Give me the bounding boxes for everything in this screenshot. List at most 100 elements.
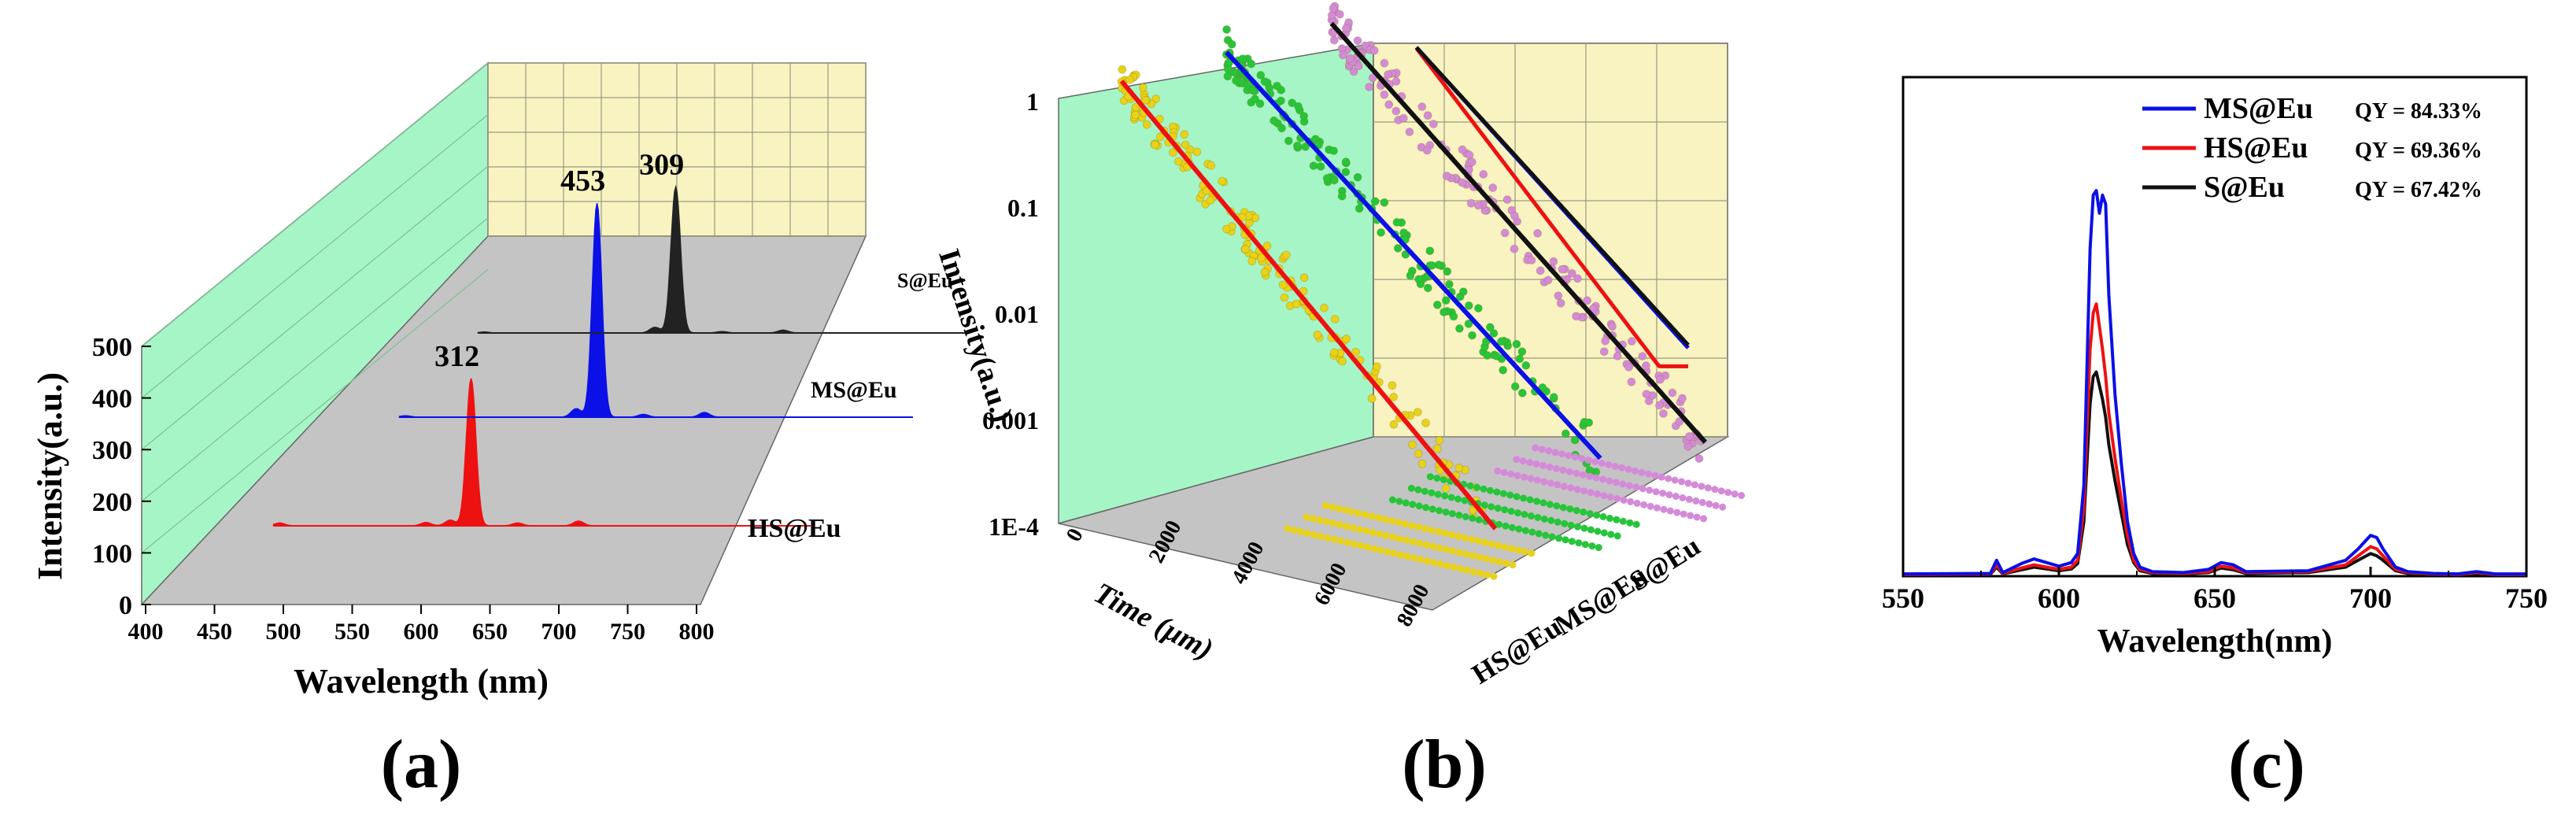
panel-b-y-ticks: 1E-4 0.001 0.01 0.1 1	[982, 87, 1039, 541]
scatter-point-S@Eu	[1380, 90, 1389, 99]
scatter-point-S@Eu	[1539, 461, 1547, 469]
scatter-point-HS@Eu	[1343, 538, 1351, 546]
scatter-point-HS@Eu	[1442, 545, 1450, 553]
scatter-point-MS@Eu	[1489, 329, 1499, 338]
scatter-point-MS@Eu	[1553, 502, 1561, 510]
scatter-point-MS@Eu	[1586, 510, 1594, 517]
panel-b-y-axis-title: Intensity(a.u.)	[932, 245, 1018, 426]
scatter-point-MS@Eu	[1502, 522, 1510, 530]
panel-b-x-axis-title: Time (μm)	[1088, 576, 1218, 666]
scatter-point-S@Eu	[1600, 492, 1608, 500]
wall-fit-curve-S@Eu	[1414, 46, 1690, 347]
scatter-point-S@Eu	[1613, 495, 1621, 502]
y-tick-label: 400	[92, 385, 132, 414]
scatter-point-HS@Eu	[1454, 464, 1464, 472]
scatter-point-S@Eu	[1458, 178, 1467, 187]
scatter-point-S@Eu	[1543, 275, 1553, 285]
scatter-point-HS@Eu	[1417, 459, 1427, 468]
scatter-point-S@Eu	[1738, 492, 1746, 499]
scatter-point-HS@Eu	[1282, 250, 1291, 260]
scatter-point-MS@Eu	[1341, 168, 1351, 177]
scatter-point-HS@Eu	[1338, 357, 1347, 366]
scatter-point-S@Eu	[1380, 58, 1389, 68]
scatter-point-S@Eu	[1591, 458, 1599, 465]
scatter-point-MS@Eu	[1414, 486, 1422, 494]
legend-name-S@Eu: S@Eu	[2204, 171, 2285, 204]
scatter-point-HS@Eu	[1324, 534, 1332, 542]
scatter-point-MS@Eu	[1593, 512, 1601, 519]
scatter-point-HS@Eu	[1206, 196, 1215, 205]
scatter-point-MS@Eu	[1423, 283, 1432, 293]
scatter-point-HS@Eu	[1356, 526, 1364, 534]
peak-label-S@Eu: 309	[639, 149, 684, 182]
scatter-point-S@Eu	[1695, 454, 1704, 463]
scatter-point-MS@Eu	[1566, 505, 1574, 513]
x-tick-label: 400	[128, 619, 164, 645]
scatter-point-HS@Eu	[1469, 552, 1476, 560]
scatter-point-MS@Eu	[1547, 516, 1555, 524]
scatter-point-S@Eu	[1673, 508, 1681, 516]
x-tick-label: 650	[2193, 582, 2236, 614]
x-tick-label: 800	[679, 619, 715, 645]
scatter-point-HS@Eu	[1382, 531, 1390, 539]
scatter-point-MS@Eu	[1480, 501, 1488, 509]
scatter-point-MS@Eu	[1415, 502, 1423, 510]
scatter-point-MS@Eu	[1454, 495, 1462, 503]
scatter-point-HS@Eu	[1435, 436, 1444, 445]
scatter-point-HS@Eu	[1432, 444, 1442, 453]
scatter-point-MS@Eu	[1468, 331, 1476, 340]
scatter-point-HS@Eu	[1370, 545, 1378, 553]
scatter-point-S@Eu	[1513, 456, 1521, 464]
scatter-point-S@Eu	[1665, 491, 1673, 499]
y-tick-label: 0	[119, 591, 132, 620]
scatter-point-HS@Eu	[1454, 532, 1462, 540]
scatter-point-MS@Eu	[1613, 516, 1621, 523]
scatter-point-HS@Eu	[1436, 544, 1443, 552]
scatter-point-HS@Eu	[1489, 557, 1497, 564]
scatter-point-MS@Eu	[1497, 337, 1506, 346]
scatter-point-MS@Eu	[1409, 501, 1417, 508]
scatter-point-S@Eu	[1479, 169, 1488, 179]
scatter-point-S@Eu	[1571, 453, 1579, 461]
scatter-point-HS@Eu	[1138, 83, 1148, 92]
scatter-point-HS@Eu	[1257, 253, 1266, 262]
scatter-point-S@Eu	[1671, 476, 1679, 484]
scatter-point-MS@Eu	[1575, 539, 1583, 547]
y-tick-label: 0.001	[982, 406, 1039, 434]
scatter-point-S@Eu	[1672, 493, 1680, 500]
y-tick-label: 1	[1026, 87, 1039, 116]
scatter-point-S@Eu	[1677, 394, 1687, 403]
scatter-point-S@Eu	[1612, 479, 1620, 486]
scatter-point-S@Eu	[1646, 502, 1654, 510]
scatter-point-S@Eu	[1465, 150, 1474, 160]
scatter-point-HS@Eu	[1482, 555, 1490, 563]
scatter-point-MS@Eu	[1527, 512, 1535, 520]
scatter-point-HS@Eu	[1384, 548, 1391, 556]
scatter-point-HS@Eu	[1410, 554, 1418, 562]
y-tick-label: 0.01	[995, 300, 1039, 328]
fit-curve-MS@Eu	[1225, 50, 1602, 460]
peak-label-MS@Eu: 453	[560, 165, 605, 198]
scatter-point-S@Eu	[1502, 195, 1512, 205]
legend-qy-HS@Eu: QY = 69.36%	[2355, 139, 2482, 163]
scatter-point-S@Eu	[1599, 475, 1607, 483]
panel-c-emission-spectra: 550 600 650 700 750 MS@Eu QY = 84.33% HS@Eu QY …	[1882, 76, 2548, 803]
scatter-point-HS@Eu	[1421, 525, 1429, 533]
scatter-point-MS@Eu	[1607, 531, 1615, 538]
scatter-point-HS@Eu	[1495, 558, 1503, 566]
scatter-point-MS@Eu	[1402, 499, 1410, 507]
scatter-point-S@Eu	[1613, 351, 1622, 361]
scatter-point-MS@Eu	[1548, 533, 1556, 541]
scatter-point-MS@Eu	[1421, 487, 1428, 495]
scatter-point-MS@Eu	[1600, 529, 1608, 537]
scatter-point-HS@Eu	[1329, 503, 1336, 511]
peak-label-HS@Eu: 312	[434, 340, 479, 373]
scatter-point-HS@Eu	[1335, 505, 1343, 512]
scatter-point-S@Eu	[1365, 83, 1373, 91]
scatter-point-S@Eu	[1538, 446, 1546, 453]
scatter-point-S@Eu	[1349, 67, 1358, 76]
scatter-point-HS@Eu	[1455, 549, 1463, 557]
scatter-point-HS@Eu	[1362, 527, 1370, 534]
scatter-point-HS@Eu	[1362, 511, 1369, 519]
scatter-point-S@Eu	[1584, 457, 1592, 464]
